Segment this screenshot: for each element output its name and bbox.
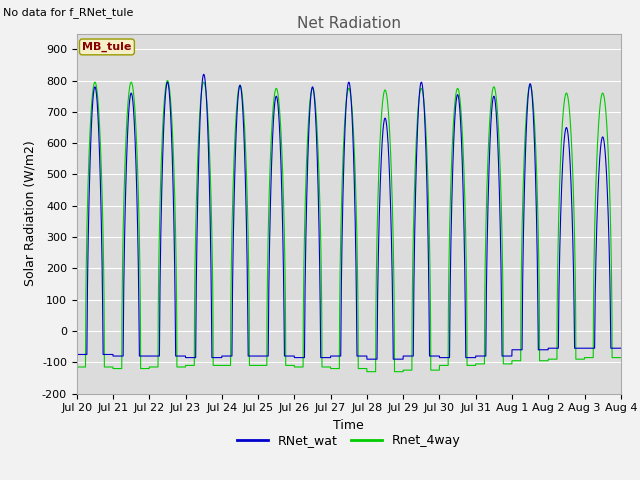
Rnet_4way [617, 355, 625, 360]
Rnet_4way [616, 355, 624, 360]
RNet_wat [171, 255, 179, 261]
RNet_wat [617, 345, 625, 351]
Rnet_4way [363, 369, 371, 374]
Rnet_4way [502, 361, 509, 367]
Line: RNet_wat: RNet_wat [77, 74, 621, 359]
Rnet_4way [171, 191, 179, 196]
Rnet_4way [471, 362, 479, 368]
RNet_wat [441, 355, 449, 360]
Y-axis label: Solar Radiation (W/m2): Solar Radiation (W/m2) [24, 141, 36, 287]
Rnet_4way [73, 364, 81, 370]
RNet_wat [200, 72, 207, 77]
X-axis label: Time: Time [333, 419, 364, 432]
Title: Net Radiation: Net Radiation [297, 16, 401, 31]
Line: Rnet_4way: Rnet_4way [77, 81, 621, 372]
RNet_wat [471, 355, 479, 360]
Rnet_4way [441, 362, 449, 368]
RNet_wat [616, 345, 624, 351]
RNet_wat [73, 351, 81, 357]
Legend: RNet_wat, Rnet_4way: RNet_wat, Rnet_4way [232, 429, 466, 452]
Rnet_4way [164, 78, 172, 84]
Text: MB_tule: MB_tule [82, 42, 132, 52]
RNet_wat [363, 356, 371, 362]
RNet_wat [502, 353, 509, 359]
RNet_wat [328, 353, 336, 359]
Rnet_4way [328, 366, 336, 372]
Text: No data for f_RNet_tule: No data for f_RNet_tule [3, 7, 134, 18]
